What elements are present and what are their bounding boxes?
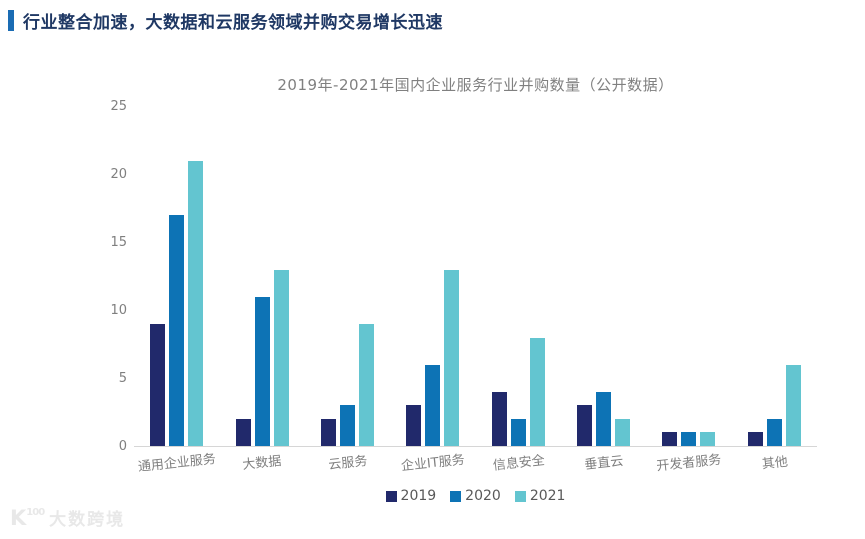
- chart-legend: 2019 2020 2021: [134, 488, 817, 504]
- legend-item-2019: 2019: [385, 488, 437, 504]
- y-axis: 0 5 10 15 20 25: [90, 100, 127, 454]
- bar-2021: [529, 337, 545, 446]
- y-tick-label: 5: [118, 371, 127, 386]
- bar-2020: [254, 296, 270, 446]
- chart-title: 2019年-2021年国内企业服务行业并购数量（公开数据）: [277, 76, 674, 94]
- bar-2020: [425, 364, 441, 446]
- bar-2020: [339, 405, 355, 446]
- bar-group: [390, 107, 475, 446]
- bar-2021: [444, 269, 460, 446]
- bar-2020: [596, 391, 612, 446]
- legend-item-2021: 2021: [514, 488, 566, 504]
- bar-2019: [150, 323, 166, 446]
- bar-2021: [358, 323, 374, 446]
- bar-2021: [785, 364, 801, 446]
- bar-group: [134, 107, 219, 446]
- legend-label: 2021: [529, 488, 566, 504]
- y-tick-label: 0: [118, 439, 127, 454]
- x-axis-label: 企业IT服务: [400, 452, 466, 475]
- watermark-text: 大数跨境: [49, 510, 126, 530]
- bar-2019: [235, 418, 251, 446]
- x-axis-label: 垂直云: [583, 453, 624, 473]
- x-axis-labels: 通用企业服务 大数据 云服务 企业IT服务 信息安全 垂直云 开发者服务 其他: [134, 452, 817, 475]
- x-axis-label: 云服务: [327, 453, 368, 473]
- x-axis-label: 其他: [760, 454, 789, 473]
- bar-2020: [169, 215, 185, 446]
- x-axis-label: 信息安全: [491, 453, 546, 474]
- page-title: 行业整合加速，大数据和云服务领域并购交易增长迅速: [23, 13, 443, 33]
- bar-group: [732, 107, 817, 446]
- bar-2020: [766, 418, 782, 446]
- bar-group: [476, 107, 561, 446]
- y-tick-label: 20: [110, 167, 127, 182]
- bar-2019: [406, 405, 422, 446]
- y-tick-label: 25: [110, 99, 127, 114]
- title-accent-bar: [8, 10, 14, 31]
- legend-marker-icon: [385, 490, 397, 502]
- legend-marker-icon: [450, 490, 462, 502]
- bar-group: [561, 107, 646, 446]
- slide-header: 行业整合加速，大数据和云服务领域并购交易增长迅速: [8, 8, 443, 33]
- legend-label: 2019: [400, 488, 437, 504]
- bar-2019: [491, 391, 507, 446]
- bar-group: [305, 107, 390, 446]
- bar-group: [646, 107, 731, 446]
- legend-marker-icon: [514, 490, 526, 502]
- bar-2019: [747, 432, 763, 446]
- bar-chart-plot-area: [134, 107, 817, 447]
- bar-2019: [662, 432, 678, 446]
- bar-2021: [188, 161, 204, 446]
- legend-label: 2020: [465, 488, 501, 504]
- bar-2019: [577, 405, 593, 446]
- x-axis-label: 通用企业服务: [137, 451, 217, 476]
- bar-2021: [273, 269, 289, 446]
- watermark: K 100 大数跨境: [10, 505, 125, 530]
- bar-2020: [510, 418, 526, 446]
- x-axis-label: 大数据: [242, 453, 283, 473]
- bar-2020: [681, 432, 697, 446]
- bar-2019: [320, 418, 336, 446]
- y-tick-label: 10: [110, 303, 127, 318]
- watermark-logo-icon: K 100: [10, 505, 45, 530]
- x-axis-label: 开发者服务: [656, 452, 723, 475]
- bar-2021: [700, 432, 716, 446]
- bar-group: [219, 107, 304, 446]
- y-tick-label: 15: [110, 235, 127, 250]
- bar-2021: [615, 418, 631, 446]
- legend-item-2020: 2020: [450, 488, 501, 504]
